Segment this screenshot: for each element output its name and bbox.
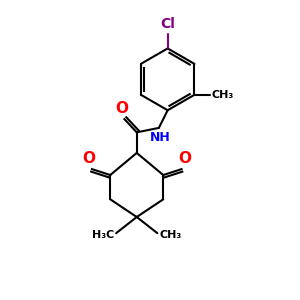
Text: O: O bbox=[82, 151, 95, 166]
Text: CH₃: CH₃ bbox=[160, 230, 182, 240]
Text: CH₃: CH₃ bbox=[212, 90, 234, 100]
Text: Cl: Cl bbox=[160, 17, 175, 31]
Text: H₃C: H₃C bbox=[92, 230, 114, 240]
Text: O: O bbox=[116, 100, 128, 116]
Text: NH: NH bbox=[150, 131, 171, 144]
Text: O: O bbox=[178, 151, 191, 166]
